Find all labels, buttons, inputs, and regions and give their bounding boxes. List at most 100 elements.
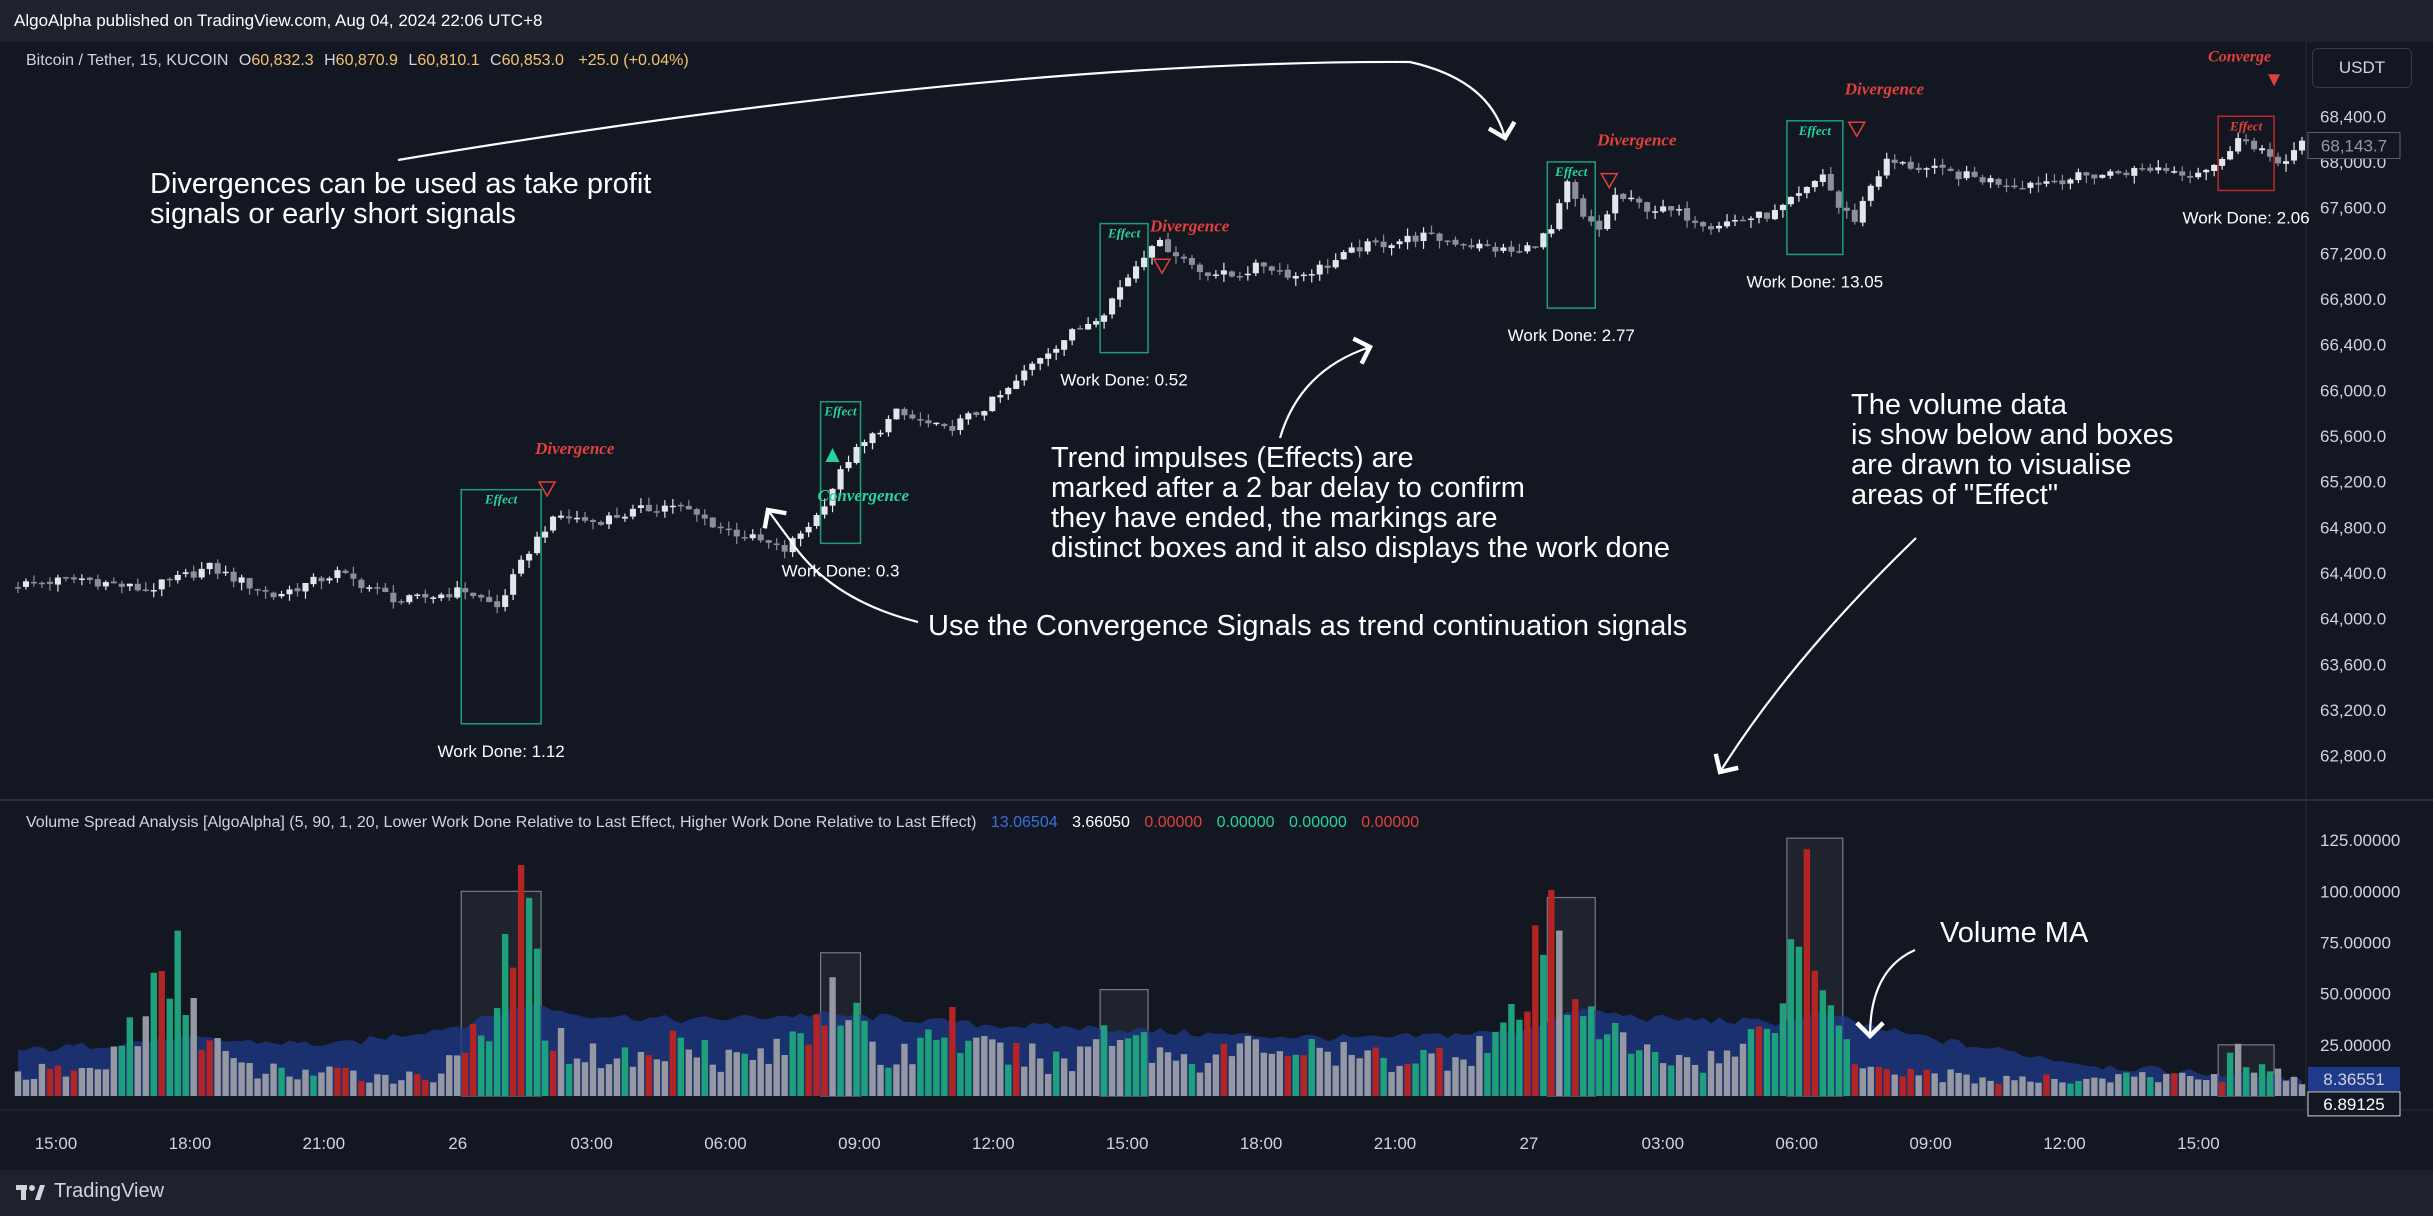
effect-label: Effect — [1554, 164, 1588, 179]
volume-bar — [1308, 1038, 1315, 1096]
volume-bar — [1651, 1051, 1659, 1096]
divergence-marker — [1152, 258, 1172, 275]
volume-bar — [1388, 1071, 1395, 1096]
candle-body — [1212, 274, 1219, 276]
candle-body — [1867, 185, 1874, 201]
volume-bar — [629, 1066, 637, 1096]
candle-body — [1164, 239, 1172, 253]
volume-bar — [1931, 1073, 1938, 1096]
volume-bar — [86, 1067, 94, 1096]
candle-body — [2179, 171, 2186, 176]
candle-body — [1955, 171, 1962, 180]
volume-bar — [1092, 1039, 1100, 1096]
time-axis-label: 15:00 — [1106, 1134, 1149, 1153]
volume-bar — [1548, 889, 1555, 1096]
candle-body — [166, 578, 173, 581]
volume-bar — [2035, 1082, 2042, 1096]
candle-body — [1276, 270, 1283, 272]
volume-bar — [653, 1059, 661, 1096]
candle-body — [1915, 167, 1922, 170]
currency-button[interactable]: USDT — [2312, 48, 2412, 88]
high-value: 60,870.9 — [335, 52, 398, 69]
price-axis-tick-label: 64,800.0 — [2320, 518, 2386, 537]
indicator-name[interactable]: Volume Spread Analysis [AlgoAlpha] (5, 9… — [26, 814, 977, 831]
volume-bar — [430, 1082, 437, 1096]
last-price-label: 68,143.7 — [2321, 137, 2387, 156]
divergence-label: Divergence — [534, 439, 615, 458]
candle-body — [30, 581, 37, 584]
candle-body — [685, 505, 692, 510]
symbol-label[interactable]: Bitcoin / Tether, 15, KUCOIN — [26, 52, 229, 69]
candle-body — [797, 533, 804, 539]
volume-bar — [1444, 1070, 1451, 1096]
candle-body — [709, 517, 716, 528]
candle-body — [901, 408, 908, 416]
candle-body — [1053, 348, 1060, 353]
price-axis-tick-label: 68,400.0 — [2320, 107, 2386, 126]
brand-label: TradingView — [54, 1180, 165, 1202]
volume-bar — [286, 1076, 293, 1096]
volume-bar — [1715, 1063, 1723, 1096]
candle-body — [374, 587, 381, 589]
effect-label: Effect — [1107, 226, 1141, 241]
candle-body — [941, 423, 948, 427]
candle-body — [118, 583, 125, 587]
volume-bar — [557, 1027, 565, 1096]
price-axis-tick-label: 63,600.0 — [2320, 655, 2386, 674]
annotation-arrow — [397, 60, 1517, 162]
volume-bar — [645, 1055, 653, 1096]
candle-body — [1133, 266, 1140, 279]
time-axis-label: 03:00 — [570, 1134, 613, 1153]
candle-body — [214, 563, 221, 574]
candle-body — [1500, 247, 1507, 251]
volume-bar — [1436, 1047, 1443, 1096]
volume-bar — [1404, 1064, 1411, 1096]
candle-body — [1300, 274, 1307, 277]
candle-body — [414, 594, 421, 597]
volume-bar — [166, 998, 173, 1096]
volume-bar — [454, 1055, 461, 1096]
volume-bar — [1963, 1074, 1970, 1096]
candle-body — [2027, 182, 2034, 188]
volume-bar — [2139, 1072, 2146, 1096]
time-axis-label: 15:00 — [2177, 1134, 2220, 1153]
candle-body — [2203, 169, 2210, 173]
candle-body — [518, 559, 525, 574]
volume-bar — [1188, 1064, 1196, 1096]
volume-bar — [1875, 1067, 1882, 1096]
volume-bar — [62, 1076, 70, 1096]
volume-bar — [1939, 1082, 1946, 1096]
candle-body — [2067, 179, 2074, 184]
candle-body — [1700, 221, 1707, 227]
volume-bar — [965, 1040, 972, 1096]
volume-bar — [1524, 1011, 1531, 1096]
candle-body — [645, 504, 652, 512]
volume-bar — [118, 1045, 126, 1096]
candle-body — [693, 509, 700, 515]
candle-body — [1508, 246, 1515, 252]
volume-bar — [1699, 1072, 1707, 1096]
volume-bar — [2115, 1074, 2122, 1096]
tradingview-logo[interactable]: TradingView — [16, 1180, 164, 1203]
candle-body — [1516, 251, 1523, 253]
volume-bar — [1204, 1062, 1212, 1096]
price-axis-tick-label: 63,200.0 — [2320, 701, 2386, 720]
candle-body — [430, 597, 437, 599]
candle-body — [1045, 353, 1052, 359]
volume-bar — [869, 1041, 876, 1096]
candle-body — [1556, 203, 1563, 230]
candle-body — [438, 594, 445, 599]
chart-canvas[interactable]: 62,800.0 63,200.0 63,600.0 64,000.0 64,400.0… — [0, 0, 2433, 1170]
candle-body — [1188, 258, 1195, 265]
indicator-value-4: 0.00000 — [1216, 814, 1275, 831]
candle-body — [877, 432, 884, 435]
volume-bar — [1084, 1046, 1092, 1096]
volume-bar — [845, 1020, 852, 1096]
candle-body — [805, 526, 812, 533]
volume-bar — [2011, 1080, 2018, 1096]
candle-body — [14, 587, 22, 589]
candle-body — [965, 413, 972, 420]
candle-body — [2251, 140, 2258, 150]
volume-bar — [1915, 1075, 1922, 1096]
volume-bar — [382, 1074, 389, 1096]
